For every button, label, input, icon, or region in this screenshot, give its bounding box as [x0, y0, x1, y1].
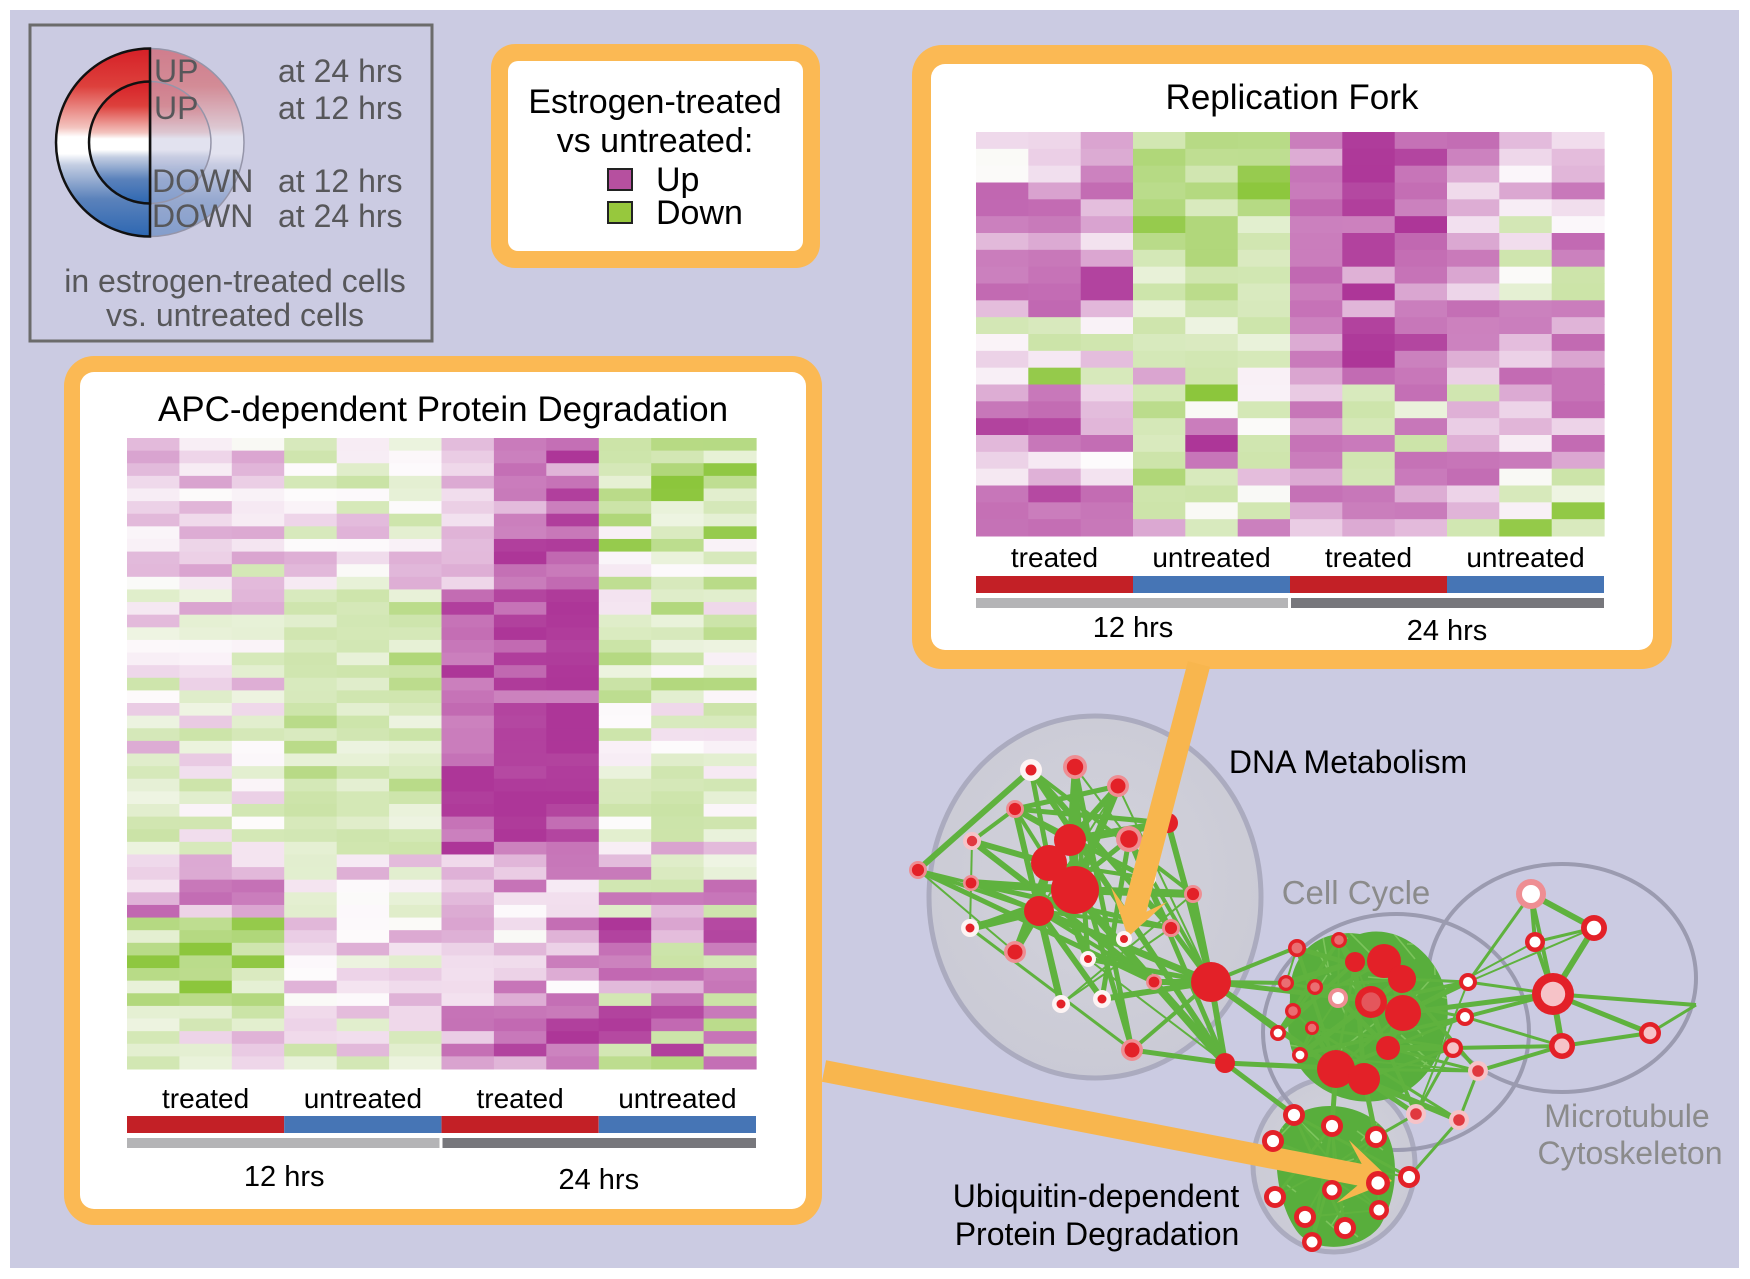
svg-text:24 hrs: 24 hrs — [1407, 615, 1488, 647]
svg-text:untreated: untreated — [1466, 542, 1584, 573]
svg-text:at 12 hrs: at 12 hrs — [278, 90, 403, 126]
svg-text:Up: Up — [656, 161, 699, 199]
svg-text:treated: treated — [1011, 542, 1098, 573]
svg-text:Estrogen-treated: Estrogen-treated — [528, 83, 781, 121]
svg-text:Cytoskeleton: Cytoskeleton — [1538, 1135, 1723, 1171]
svg-text:DOWN: DOWN — [152, 198, 253, 234]
svg-text:UP: UP — [154, 53, 198, 89]
svg-text:Replication Fork: Replication Fork — [1166, 78, 1419, 117]
svg-text:at 24 hrs: at 24 hrs — [278, 198, 403, 234]
svg-text:APC-dependent Protein Degradat: APC-dependent Protein Degradation — [158, 390, 728, 429]
svg-text:12 hrs: 12 hrs — [1093, 612, 1174, 644]
svg-text:at 24 hrs: at 24 hrs — [278, 53, 403, 89]
svg-text:Cell Cycle: Cell Cycle — [1282, 874, 1431, 911]
svg-text:untreated: untreated — [304, 1083, 422, 1114]
svg-text:vs. untreated cells: vs. untreated cells — [106, 297, 364, 333]
svg-text:vs untreated:: vs untreated: — [557, 122, 754, 160]
svg-text:at 12 hrs: at 12 hrs — [278, 163, 403, 199]
svg-text:Protein Degradation: Protein Degradation — [955, 1216, 1240, 1252]
svg-text:treated: treated — [162, 1083, 249, 1114]
svg-text:24 hrs: 24 hrs — [558, 1164, 639, 1196]
svg-text:Ubiquitin-dependent: Ubiquitin-dependent — [953, 1178, 1240, 1214]
svg-text:treated: treated — [1325, 542, 1412, 573]
svg-text:treated: treated — [477, 1083, 564, 1114]
svg-text:in estrogen-treated cells: in estrogen-treated cells — [64, 263, 406, 299]
svg-text:Microtubule: Microtubule — [1544, 1098, 1709, 1134]
svg-text:DOWN: DOWN — [152, 163, 253, 199]
svg-text:Down: Down — [656, 194, 743, 232]
svg-text:12 hrs: 12 hrs — [244, 1161, 325, 1193]
svg-text:untreated: untreated — [618, 1083, 736, 1114]
svg-text:UP: UP — [154, 90, 198, 126]
svg-text:untreated: untreated — [1152, 542, 1270, 573]
svg-text:DNA Metabolism: DNA Metabolism — [1229, 744, 1467, 780]
